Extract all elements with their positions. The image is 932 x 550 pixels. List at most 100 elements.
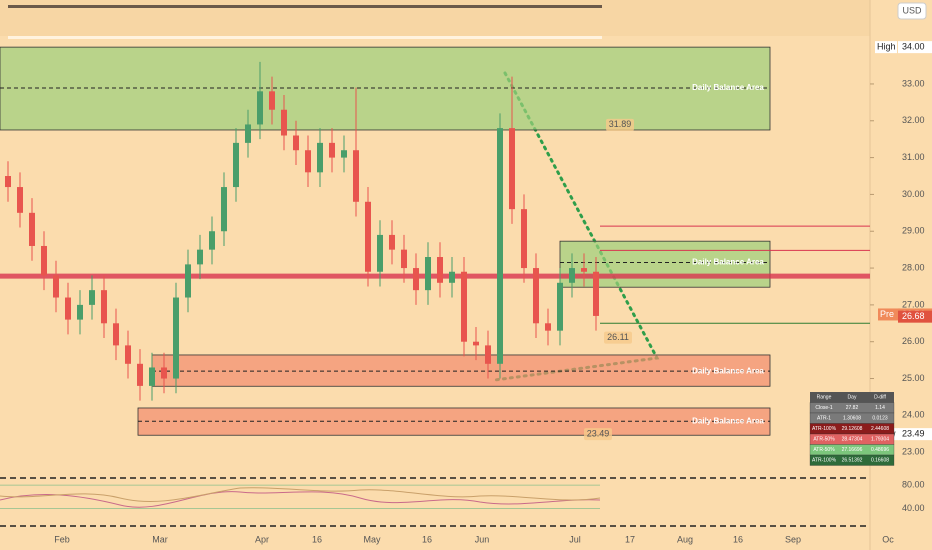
table-row-bg <box>809 454 895 466</box>
candle-body <box>533 268 539 324</box>
candle-body <box>125 345 131 364</box>
candle-body <box>401 249 407 269</box>
y-tick-label: 24.00 <box>902 410 925 420</box>
candle-body <box>269 91 275 110</box>
table-cell: 27.16696 <box>842 447 863 453</box>
x-tick-label: May <box>363 534 381 544</box>
x-tick-label: Jul <box>569 534 581 544</box>
table-cell: 27.82 <box>846 405 859 411</box>
candle-body <box>485 345 491 364</box>
candle-body <box>65 297 71 320</box>
table-cell: 1.30608 <box>843 416 861 422</box>
table-cell: 2.44608 <box>871 426 889 432</box>
table-cell: 1.79304 <box>871 437 889 443</box>
indicator-tick-label: 80.00 <box>902 480 925 490</box>
candle-body <box>89 290 95 305</box>
marker-value-tag <box>898 41 932 54</box>
marker-value: 23.49 <box>902 429 925 439</box>
x-tick-label: Oc <box>882 534 894 544</box>
level-label: 31.89 <box>609 119 632 129</box>
balance-zone <box>151 354 771 387</box>
table-cell: 0.0123 <box>872 416 888 422</box>
candle-body <box>449 271 455 283</box>
marker-tag <box>878 308 900 321</box>
candle-body <box>329 142 335 158</box>
candle-body <box>29 212 35 246</box>
candle-body <box>317 142 323 173</box>
x-tick-label: Apr <box>255 534 269 544</box>
marker-value-tag <box>898 310 932 323</box>
table-header: Day <box>848 395 857 401</box>
table-cell: ATR-100% <box>812 426 837 432</box>
y-tick-label: 25.00 <box>902 373 925 383</box>
x-tick-label: 16 <box>733 534 743 544</box>
y-tick-label: 26.00 <box>902 336 925 346</box>
candle-body <box>17 187 23 213</box>
candle-body <box>341 150 347 158</box>
level-label: 23.49 <box>587 429 610 439</box>
table-cell: 29.12608 <box>842 426 863 432</box>
candle-body <box>305 150 311 173</box>
table-header: Range <box>817 395 832 401</box>
level-badge <box>606 118 634 131</box>
currency: USD <box>902 5 922 15</box>
candle-body <box>521 209 527 269</box>
y-tick-label: 29.00 <box>902 226 925 236</box>
candle-body <box>197 249 203 265</box>
candle-body <box>137 363 143 386</box>
y-tick-label: 33.00 <box>902 78 925 88</box>
table-cell: Close-1 <box>815 405 832 411</box>
candle-body <box>377 234 383 272</box>
balance-zone <box>0 46 771 131</box>
candle-body <box>557 282 563 331</box>
candle-body <box>413 268 419 291</box>
table-cell: ATR-100% <box>812 458 837 464</box>
y-tick-label: 32.00 <box>902 115 925 125</box>
marker-value: 26.68 <box>902 311 925 321</box>
candle-body <box>353 150 359 202</box>
y-tick-label: 31.00 <box>902 152 925 162</box>
level-badge <box>584 428 612 441</box>
table-header-bg <box>810 392 894 403</box>
x-tick-label: 16 <box>422 534 432 544</box>
x-tick-label: 17 <box>625 534 635 544</box>
candle-body <box>77 304 83 320</box>
candle-body <box>437 257 443 283</box>
candle-body <box>209 231 215 250</box>
y-tick-label: 30.00 <box>902 189 925 199</box>
marker-value: 34.00 <box>902 42 925 52</box>
x-tick-label: Sep <box>785 534 801 544</box>
zone-label: Daily Balance Area <box>692 258 764 267</box>
candle-body <box>41 245 47 276</box>
x-tick-label: 16 <box>312 534 322 544</box>
candle-body <box>581 268 587 272</box>
zone-label: Daily Balance Area <box>692 83 764 92</box>
table-cell: 0.48696 <box>871 447 889 453</box>
table-cell: ATR-50% <box>813 447 835 453</box>
candle-body <box>233 142 239 188</box>
candle-body <box>545 323 551 331</box>
header-line <box>8 36 602 39</box>
candle-body <box>161 367 167 379</box>
candle-body <box>245 124 251 143</box>
candle-body <box>365 201 371 272</box>
candle-body <box>497 128 503 364</box>
candle-body <box>473 341 479 346</box>
y-tick-label: 28.00 <box>902 262 925 272</box>
candle-body <box>101 290 107 324</box>
header-line <box>8 5 602 8</box>
indicator-line <box>0 487 601 502</box>
table-cell: 0.16608 <box>871 458 889 464</box>
table-cell: ATR-50% <box>813 437 835 443</box>
table-cell: 1.14 <box>875 405 885 411</box>
marker-value-tag <box>898 428 932 441</box>
zone-label: Daily Balance Area <box>692 366 764 375</box>
currency-badge[interactable] <box>897 2 927 20</box>
candle-body <box>173 297 179 379</box>
candle-body <box>149 367 155 386</box>
candle-body <box>257 91 263 125</box>
candle-body <box>509 128 515 210</box>
candle-body <box>113 323 119 346</box>
x-tick-label: Feb <box>54 534 70 544</box>
